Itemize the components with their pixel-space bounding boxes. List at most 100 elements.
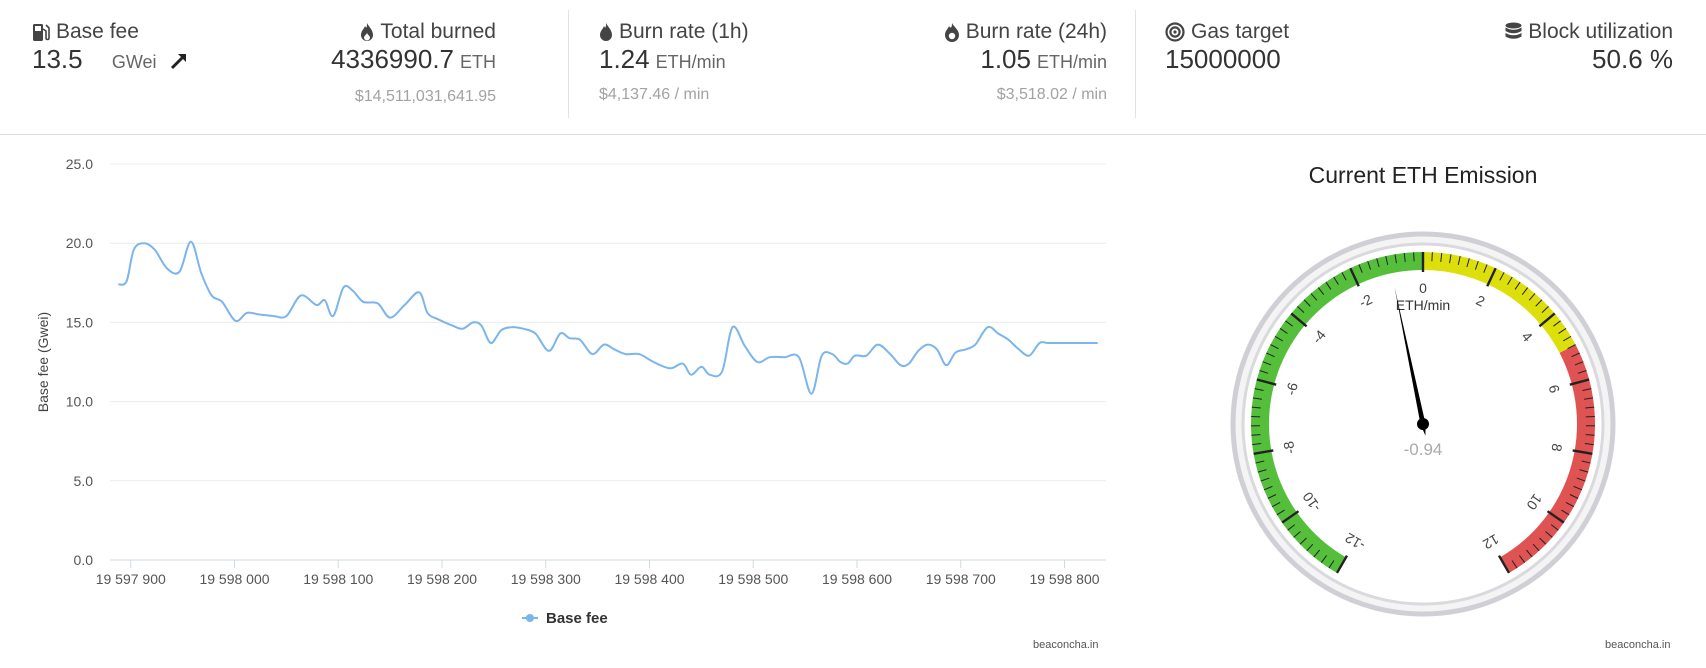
gas-pump-icon [32, 22, 50, 42]
y-tick-label: 20.0 [66, 235, 93, 251]
gauge-tick [1553, 320, 1561, 327]
gauge-tick [1287, 524, 1296, 531]
gauge-tick [1385, 255, 1389, 265]
gauge-value-label: -0.94 [1404, 440, 1443, 459]
gauge-tick [1293, 531, 1301, 538]
gauge-tick [1276, 509, 1285, 516]
burn-rate-1h-value: 1.24 [599, 44, 650, 74]
total-burned-unit: ETH [460, 52, 496, 72]
legend-item-base-fee[interactable]: Base fee [522, 610, 608, 627]
gauge-tick [1251, 406, 1261, 409]
gauge-tick [1328, 560, 1335, 569]
x-tick-label: 19 598 600 [822, 571, 892, 587]
gauge-tick [1563, 335, 1572, 342]
base-fee-chart: 0.0 5.0 10.0 15.0 20.0 25.0 19 597 900 19 598 0… [35, 156, 1106, 627]
burn-rate-24h-value-row: 1.05 ETH/min [980, 44, 1107, 75]
gauge-tick [1254, 388, 1264, 391]
gauge-tick [1333, 276, 1339, 285]
gauge-tick [1320, 555, 1328, 564]
gauge-tick [1251, 434, 1261, 436]
gauge-tick [1507, 276, 1513, 285]
gauge-tick [1535, 299, 1543, 307]
gauge-tick [1303, 299, 1311, 307]
gas-target-label-text: Gas target [1191, 20, 1290, 43]
gauge-tick [1317, 287, 1325, 295]
legend-label: Base fee [546, 610, 608, 627]
stats-divider [568, 10, 569, 118]
burn-rate-24h-usd: $3,518.02 / min [996, 86, 1107, 103]
x-tick-label: 19 598 100 [303, 571, 373, 587]
x-tick-label: 19 598 000 [199, 571, 269, 587]
gauge-tick [1403, 252, 1406, 263]
gauge-tick [1274, 335, 1283, 342]
burn-rate-24h-value: 1.05 [980, 44, 1031, 74]
gauge-tick [1569, 494, 1579, 499]
target-icon [1165, 22, 1185, 42]
gauge-tick [1582, 388, 1592, 391]
gauge-tick-label: -6 [1282, 381, 1301, 397]
gauge-title: Current ETH Emission [1308, 162, 1538, 188]
y-tick-label: 0.0 [74, 552, 94, 568]
burn-rate-24h-label-text: Burn rate (24h) [965, 20, 1107, 43]
gauge-tick [1577, 370, 1587, 374]
y-axis-title: Base fee (Gwei) [35, 312, 51, 412]
x-tick-label: 19 598 200 [407, 571, 477, 587]
gauge-tick [1335, 555, 1349, 574]
gauge-credit[interactable]: beaconcha.in [1605, 639, 1671, 651]
gauge-tick [1256, 378, 1277, 386]
gauge-tick [1253, 449, 1274, 456]
total-burned-value: 4336990.7 [331, 44, 454, 74]
gauge-tick [1483, 264, 1488, 273]
base-fee-label: Base fee [32, 20, 139, 44]
database-icon [1505, 22, 1522, 42]
gauge-tick-label: 12 [1480, 531, 1502, 553]
gauge-tick [1260, 477, 1270, 482]
fire-icon [944, 22, 960, 42]
gauge-tick [1299, 537, 1307, 545]
gauge-tick [1572, 449, 1593, 456]
gauge-band [1251, 252, 1423, 573]
burn-rate-1h-unit: ETH/min [655, 52, 726, 72]
gauge-tick [1297, 306, 1305, 313]
gauge-tick [1252, 397, 1262, 400]
gauge-tick [1521, 287, 1529, 295]
gauge-tick-label: 0 [1419, 280, 1427, 296]
gauge-tick [1270, 344, 1279, 350]
gauge-tick [1313, 549, 1320, 558]
gauge-tick [1546, 510, 1565, 524]
gauge-tick [1541, 306, 1549, 313]
total-burned-label-text: Total burned [380, 20, 496, 43]
gauge-tick [1486, 267, 1497, 287]
gauge-tick [1267, 494, 1277, 499]
burn-rate-24h-label: Burn rate (24h) [944, 20, 1107, 44]
chart-credit[interactable]: beaconcha.in [1033, 639, 1099, 651]
gauge-tick [1497, 555, 1511, 574]
x-tick-label: 19 597 900 [96, 571, 166, 587]
gauge-tick [1449, 254, 1452, 264]
x-tick-label: 19 598 800 [1029, 571, 1099, 587]
x-tick-label: 19 598 300 [511, 571, 581, 587]
series-line-base-fee [117, 240, 1098, 395]
gauge-tick [1526, 549, 1533, 558]
flame-icon [360, 22, 374, 42]
gauge-tick [1532, 543, 1540, 552]
gauge-tick [1266, 352, 1275, 358]
gauge-needle [1394, 286, 1426, 436]
y-tick-label: 10.0 [66, 394, 93, 410]
gauge-tick [1545, 531, 1553, 538]
gauge-tick [1262, 361, 1272, 366]
base-fee-label-text: Base fee [56, 20, 139, 43]
gauge-band [1500, 344, 1595, 573]
arrow-up-right-icon[interactable] [170, 46, 188, 77]
gauge-tick [1538, 312, 1556, 328]
gauge-tick [1394, 254, 1397, 264]
gauge-tick-label: 6 [1546, 383, 1564, 395]
gauge-tick [1584, 397, 1594, 400]
gauge-tick [1440, 252, 1443, 263]
gauge-tick [1518, 555, 1526, 564]
gauge-tick [1584, 443, 1594, 446]
gauge-unit-label: ETH/min [1396, 297, 1450, 313]
gauge-tick [1585, 434, 1595, 436]
gauge-tick-label: -8 [1280, 440, 1298, 455]
